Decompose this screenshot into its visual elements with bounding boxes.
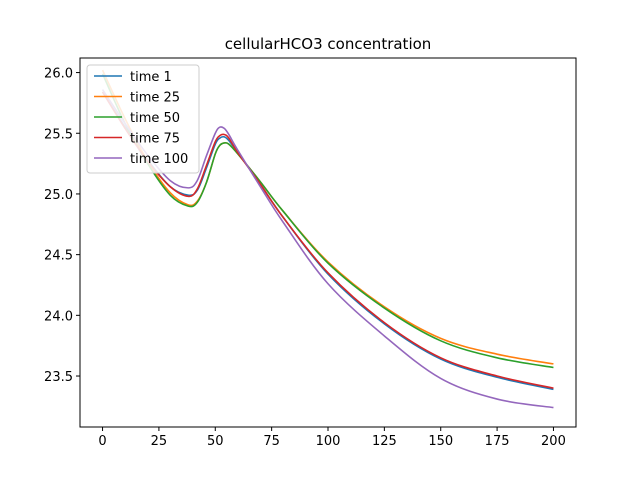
series-line-time-75 <box>101 91 554 389</box>
legend-label: time 75 <box>130 132 180 147</box>
series-line-time-100 <box>101 89 554 409</box>
x-tick-label: 50 <box>207 434 224 449</box>
series-line-time-50 <box>101 73 554 369</box>
x-tick-label: 75 <box>263 434 280 449</box>
chart-title: cellularHCO3 concentration <box>225 35 432 53</box>
legend-label: time 50 <box>130 111 180 126</box>
x-tick-label: 150 <box>428 434 453 449</box>
legend-label: time 100 <box>130 152 188 167</box>
y-axis: 23.5 24.0 24.5 25.0 25.5 26.0 <box>44 67 80 385</box>
y-tick-label: 25.5 <box>44 127 73 142</box>
series-layer <box>101 69 554 409</box>
x-axis: 0 25 50 75 100 125 150 175 200 <box>98 427 566 449</box>
legend-label: time 1 <box>130 70 172 85</box>
y-tick-label: 25.0 <box>44 188 73 203</box>
legend-label: time 25 <box>130 91 180 106</box>
y-tick-label: 26.0 <box>44 67 73 82</box>
x-tick-label: 200 <box>541 434 566 449</box>
y-tick-label: 23.5 <box>44 370 73 385</box>
x-tick-label: 125 <box>372 434 397 449</box>
x-tick-label: 0 <box>98 434 106 449</box>
y-tick-label: 24.5 <box>44 249 73 264</box>
legend: time 1 time 25 time 50 time 75 time 100 <box>86 64 200 174</box>
y-tick-label: 24.0 <box>44 309 73 324</box>
x-tick-label: 100 <box>316 434 341 449</box>
x-tick-label: 25 <box>151 434 168 449</box>
legend-box <box>86 64 200 174</box>
x-tick-label: 175 <box>485 434 510 449</box>
